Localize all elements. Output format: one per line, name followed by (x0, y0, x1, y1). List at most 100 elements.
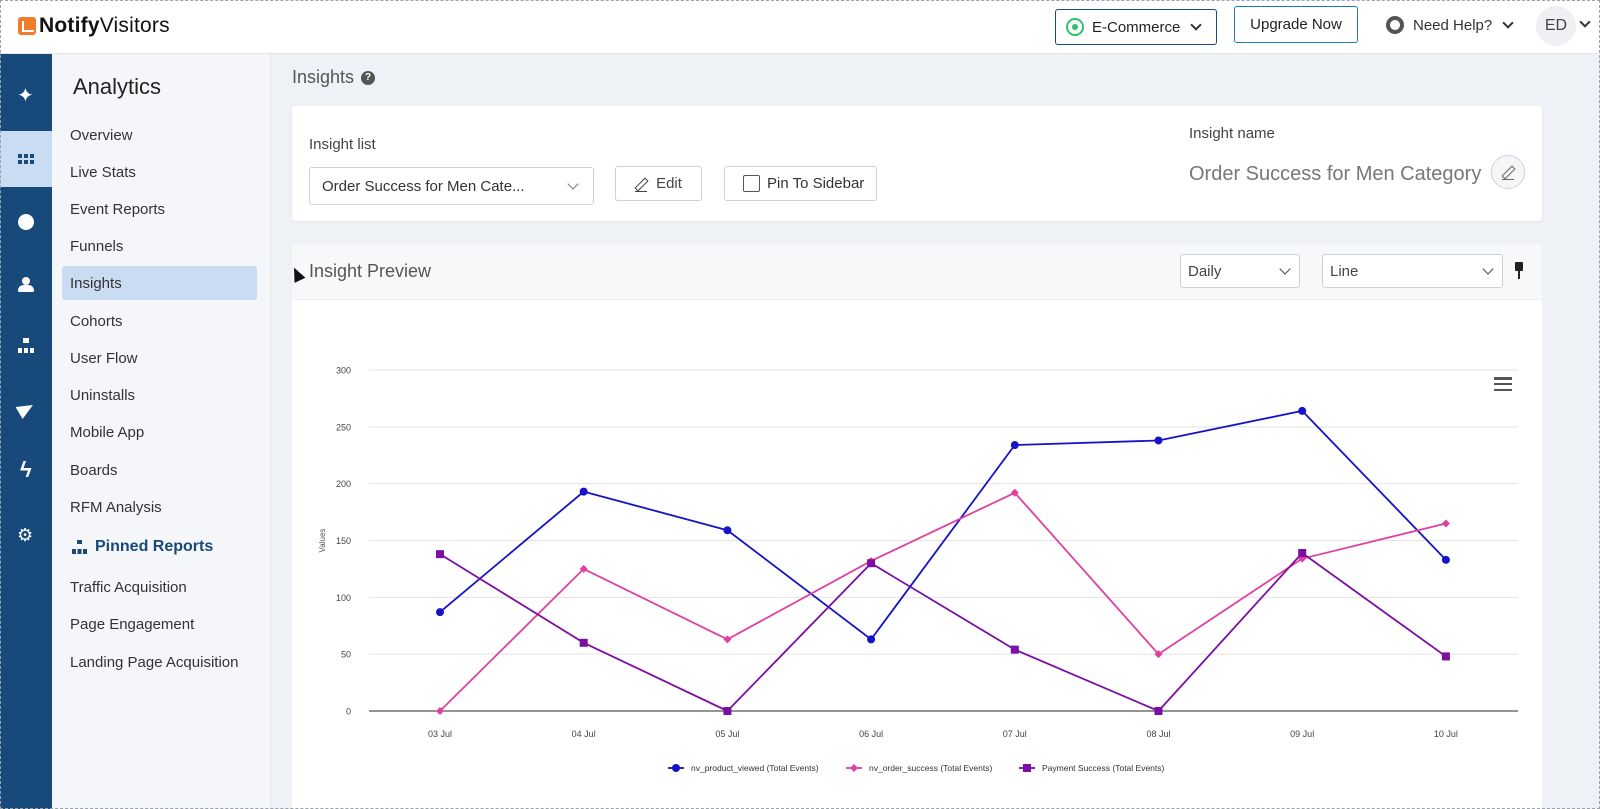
data-point-series-2 (579, 638, 588, 647)
sidebar-item-event-reports[interactable]: Event Reports (70, 200, 166, 218)
upgrade-button[interactable]: Upgrade Now (1234, 6, 1358, 43)
chevron-down-icon (1502, 17, 1514, 29)
series-line-2 (439, 552, 1447, 712)
bolt-icon (17, 457, 35, 483)
help-icon[interactable]: ? (361, 70, 376, 85)
preview-header: Insight Preview Daily Line (292, 244, 1542, 300)
help-label: Need Help? (1413, 16, 1493, 34)
x-tick-label: 03 Jul (428, 729, 452, 739)
y-tick-label: 0 (346, 707, 351, 717)
pin-label: Pin To Sidebar (767, 175, 865, 192)
sidebar-item-funnels[interactable]: Funnels (70, 237, 124, 255)
data-point-series-2 (723, 707, 732, 715)
rail-item-campaigns[interactable] (0, 381, 52, 437)
data-point-series-1 (436, 707, 444, 715)
data-point-series-2 (1010, 645, 1019, 654)
insight-line-chart: 0 50 100 150 200 250 300 Values 03 Jul 04 Jul 05 J… (318, 366, 1518, 773)
gauge-icon (18, 214, 34, 230)
project-selector[interactable]: E-Commerce (1055, 9, 1217, 45)
data-point-series-0 (436, 608, 444, 617)
sidebar-item-rfm-analysis[interactable]: RFM Analysis (70, 498, 162, 516)
grid-icon (18, 154, 34, 164)
help-menu[interactable]: Need Help? (1386, 16, 1514, 34)
data-point-series-1 (1010, 488, 1019, 497)
pencil-icon (635, 178, 648, 192)
data-point-series-1 (1154, 650, 1163, 659)
chart-type-select[interactable]: Line (1322, 254, 1503, 288)
sidebar-item-uninstalls[interactable]: Uninstalls (70, 386, 136, 404)
pin-checkbox[interactable] (743, 175, 760, 192)
brand-name-light: Visitors (99, 14, 170, 37)
sidebar-item-overview[interactable]: Overview (70, 126, 133, 144)
page-title-text: Insights (292, 67, 355, 87)
sidebar-item-page-engagement[interactable]: Page Engagement (70, 615, 195, 633)
insight-list-value: Order Success for Men Cate... (322, 177, 525, 195)
sidebar-item-traffic-acquisition[interactable]: Traffic Acquisition (70, 578, 187, 596)
insight-name-value: Order Success for Men Category (1189, 163, 1482, 185)
sidebar-item-insights[interactable]: Insights (62, 266, 257, 300)
y-tick-label: 250 (336, 422, 351, 432)
y-tick-label: 300 (336, 366, 351, 376)
x-tick-label: 10 Jul (1434, 729, 1458, 739)
series-line-1 (439, 491, 1447, 712)
rail-item-dashboard[interactable] (0, 194, 52, 250)
avatar[interactable]: ED (1536, 6, 1576, 46)
pin-to-sidebar-toggle[interactable]: Pin To Sidebar (724, 166, 877, 201)
project-label: E-Commerce (1092, 18, 1181, 36)
rail-item-automation[interactable] (0, 444, 52, 500)
legend-marker (850, 764, 858, 772)
x-tick-label: 09 Jul (1290, 729, 1314, 739)
rail-item-ai[interactable] (0, 69, 52, 125)
logo-chart-icon (18, 17, 36, 35)
insight-name-label: Insight name (1189, 125, 1275, 142)
x-tick-label: 06 Jul (859, 729, 883, 739)
y-tick-label: 50 (341, 650, 351, 660)
chart-type-value: Line (1330, 262, 1359, 280)
brand-logo[interactable]: Notify Visitors (18, 14, 170, 38)
insight-list-label: Insight list (309, 136, 376, 153)
sitemap-icon (72, 540, 87, 554)
sidebar-item-live-stats[interactable]: Live Stats (70, 163, 136, 181)
analytics-sidebar: Analytics Overview Live Stats Event Repo… (52, 54, 271, 809)
pinned-reports-label: Pinned Reports (95, 538, 214, 555)
edit-label: Edit (656, 175, 682, 192)
sidebar-item-cohorts[interactable]: Cohorts (70, 312, 123, 330)
main-content: Insights ? Insight list Order Success fo… (271, 54, 1600, 809)
data-point-series-2 (867, 559, 876, 568)
legend-label: nv_product_viewed (Total Events) (691, 763, 819, 773)
sidebar-item-mobile-app[interactable]: Mobile App (70, 423, 145, 441)
preview-title: Insight Preview (309, 261, 432, 281)
chevron-down-icon (1279, 263, 1291, 275)
sidebar-item-landing-page-acquisition[interactable]: Landing Page Acquisition (70, 653, 239, 671)
insight-config-card: Insight list Order Success for Men Cate.… (292, 106, 1542, 221)
chevron-down-icon[interactable] (1579, 16, 1591, 28)
rail-item-settings[interactable] (0, 509, 52, 565)
insight-preview-card: Insight Preview Daily Line 0 50 100 150 200 2… (292, 244, 1542, 809)
pinned-reports-heading: Pinned Reports (72, 538, 213, 556)
edit-button[interactable]: Edit (615, 166, 702, 201)
rail-item-users[interactable] (0, 256, 52, 312)
rail-item-segments[interactable] (0, 318, 52, 374)
data-point-series-0 (1298, 406, 1307, 415)
lifebuoy-icon (1386, 16, 1404, 34)
y-tick-label: 100 (336, 593, 351, 603)
data-point-series-0 (1154, 436, 1163, 445)
rail-item-analytics[interactable] (0, 131, 52, 187)
brand-name-bold: Notify (39, 14, 100, 37)
data-point-series-0 (1010, 441, 1019, 450)
sidebar-item-user-flow[interactable]: User Flow (70, 349, 138, 367)
sidebar-item-boards[interactable]: Boards (70, 461, 118, 479)
chevron-down-icon (567, 178, 579, 190)
y-axis-label: Values (318, 529, 327, 553)
data-point-series-2 (1441, 652, 1450, 661)
page-title: Insights ? (292, 67, 376, 88)
edit-name-button[interactable] (1491, 155, 1525, 189)
series-line-0 (439, 410, 1447, 641)
pin-icon[interactable] (1513, 262, 1525, 280)
sparkle-icon (17, 83, 35, 108)
interval-select[interactable]: Daily (1180, 254, 1300, 288)
legend-marker (1023, 764, 1031, 772)
x-tick-label: 04 Jul (572, 729, 596, 739)
chart-menu-icon[interactable] (1494, 377, 1512, 391)
insight-list-select[interactable]: Order Success for Men Cate... (309, 167, 594, 205)
